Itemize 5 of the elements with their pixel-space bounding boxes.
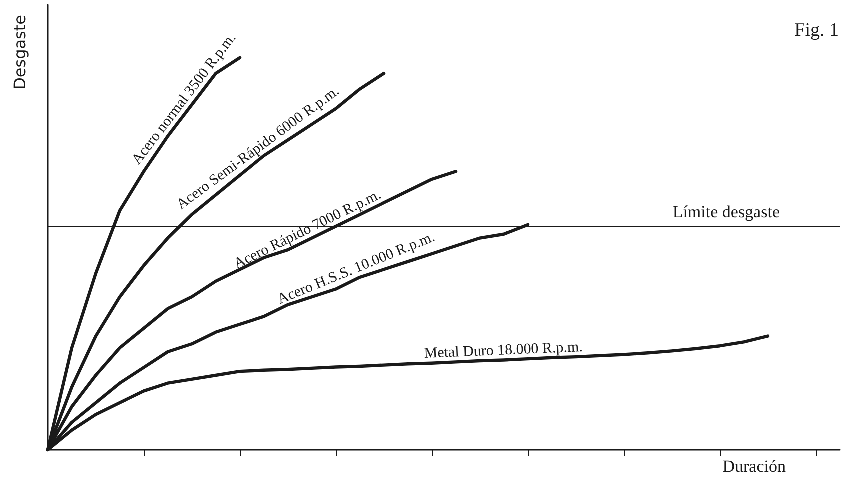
x-axis-title: Duración bbox=[722, 457, 786, 476]
ref-line-label: Límite desgaste bbox=[672, 202, 780, 222]
y-axis-title: Desgaste bbox=[10, 14, 30, 90]
chart-title: Fig. 1 bbox=[794, 20, 840, 41]
series-label: Metal Duro 18.000 R.p.m. bbox=[424, 339, 584, 362]
